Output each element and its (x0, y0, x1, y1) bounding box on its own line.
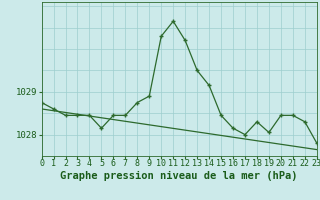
X-axis label: Graphe pression niveau de la mer (hPa): Graphe pression niveau de la mer (hPa) (60, 171, 298, 181)
